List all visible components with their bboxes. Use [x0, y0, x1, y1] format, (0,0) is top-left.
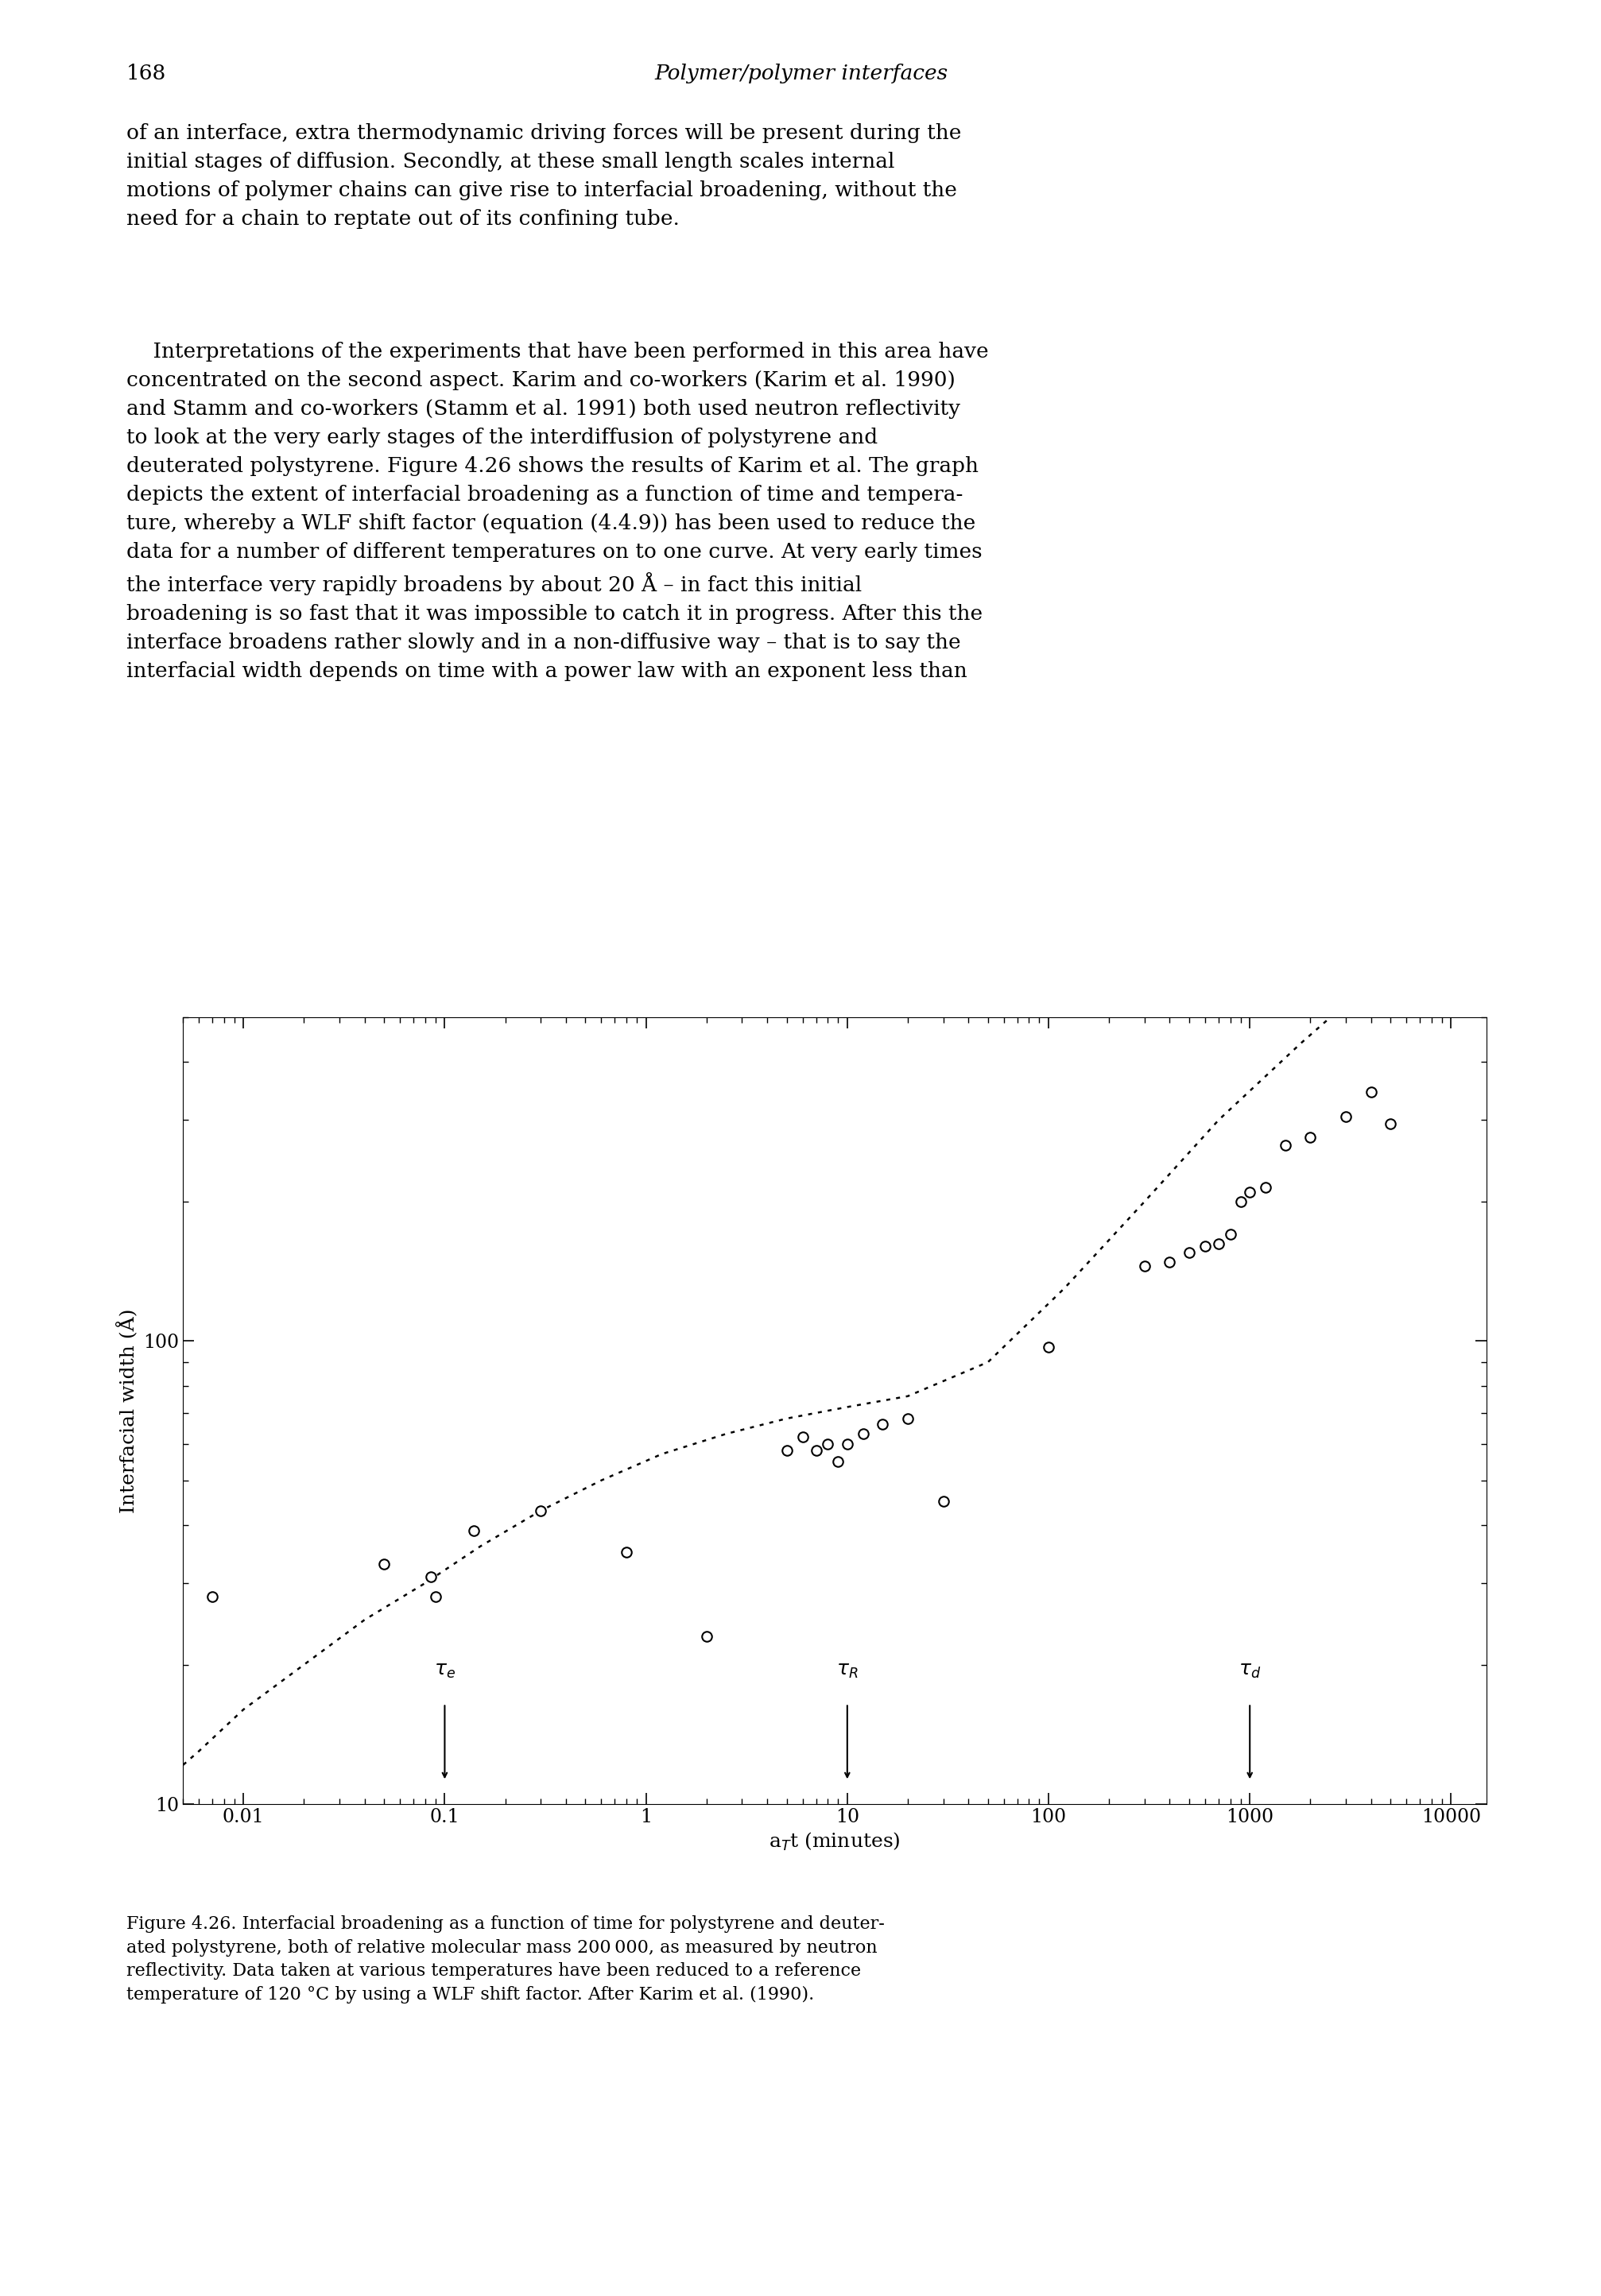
Y-axis label: Interfacial width (Å): Interfacial width (Å) — [117, 1309, 139, 1513]
Text: Figure 4.26. Interfacial broadening as a function of time for polystyrene and de: Figure 4.26. Interfacial broadening as a… — [126, 1915, 884, 2004]
Text: Polymer/polymer interfaces: Polymer/polymer interfaces — [653, 64, 948, 83]
Text: Interpretations of the experiments that have been performed in this area have
co: Interpretations of the experiments that … — [126, 342, 988, 682]
Text: $\tau_e$: $\tau_e$ — [434, 1662, 455, 1681]
Text: 168: 168 — [126, 64, 167, 83]
Text: $\tau_d$: $\tau_d$ — [1238, 1662, 1260, 1681]
Text: $\tau_R$: $\tau_R$ — [836, 1662, 858, 1681]
Text: of an interface, extra thermodynamic driving forces will be present during the
i: of an interface, extra thermodynamic dri… — [126, 124, 961, 230]
X-axis label: a$_T$t (minutes): a$_T$t (minutes) — [768, 1830, 900, 1853]
